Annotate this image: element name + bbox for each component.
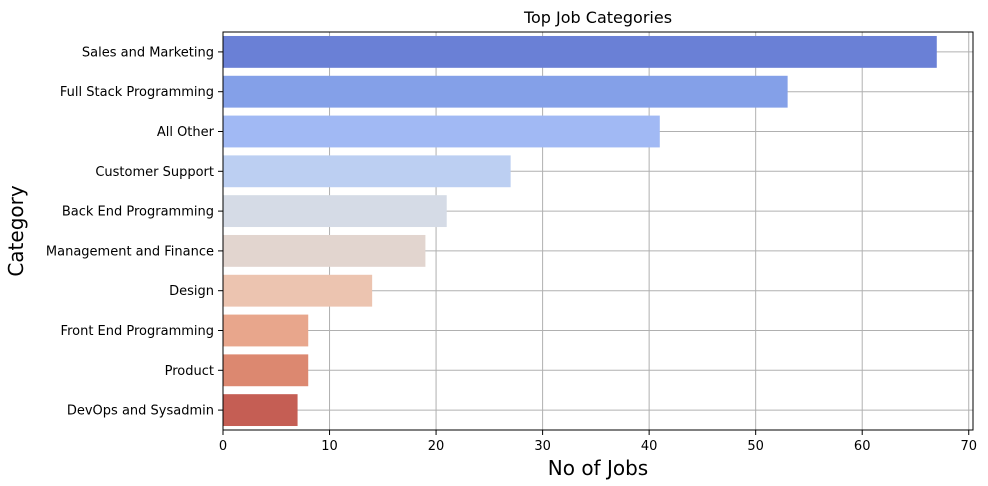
plot-frame: [222, 31, 974, 431]
bar: [223, 394, 298, 427]
y-tick-label: Management and Finance: [46, 244, 214, 259]
x-tick-label: 20: [428, 439, 445, 454]
x-tick-label: 40: [641, 439, 658, 454]
bar: [223, 354, 309, 387]
bar: [223, 195, 447, 228]
bars-layer: [223, 35, 937, 427]
bar: [223, 155, 511, 188]
x-tick-label: 50: [747, 439, 764, 454]
y-tick-label: DevOps and Sysadmin: [67, 404, 214, 419]
x-tick-label: 70: [960, 439, 977, 454]
y-tick-label: Product: [165, 364, 214, 379]
y-tick-label: Customer Support: [95, 165, 214, 180]
y-tick-label: Sales and Marketing: [82, 45, 214, 60]
y-axis-title: Category: [4, 185, 28, 277]
y-tick-label: Design: [169, 284, 214, 299]
bar: [223, 314, 309, 347]
x-tick-label: 30: [534, 439, 551, 454]
x-tick-label: 60: [854, 439, 871, 454]
bar: [223, 35, 937, 68]
axes-layer: 0 10 20 30 40 50 60 70 Sales and Marketing Full S…: [46, 31, 977, 454]
y-tick-label: Back End Programming: [62, 205, 214, 220]
bar: [223, 75, 788, 108]
chart-title: Top Job Categories: [523, 8, 672, 27]
y-tick-label: All Other: [157, 125, 215, 140]
y-tick-label: Full Stack Programming: [60, 85, 214, 100]
x-tick-label: 0: [219, 439, 227, 454]
x-axis-title: No of Jobs: [548, 456, 648, 480]
y-tick-label: Front End Programming: [61, 324, 214, 339]
x-tick-label: 10: [321, 439, 338, 454]
bar: [223, 234, 426, 267]
bar: [223, 274, 373, 307]
bar: [223, 115, 660, 148]
